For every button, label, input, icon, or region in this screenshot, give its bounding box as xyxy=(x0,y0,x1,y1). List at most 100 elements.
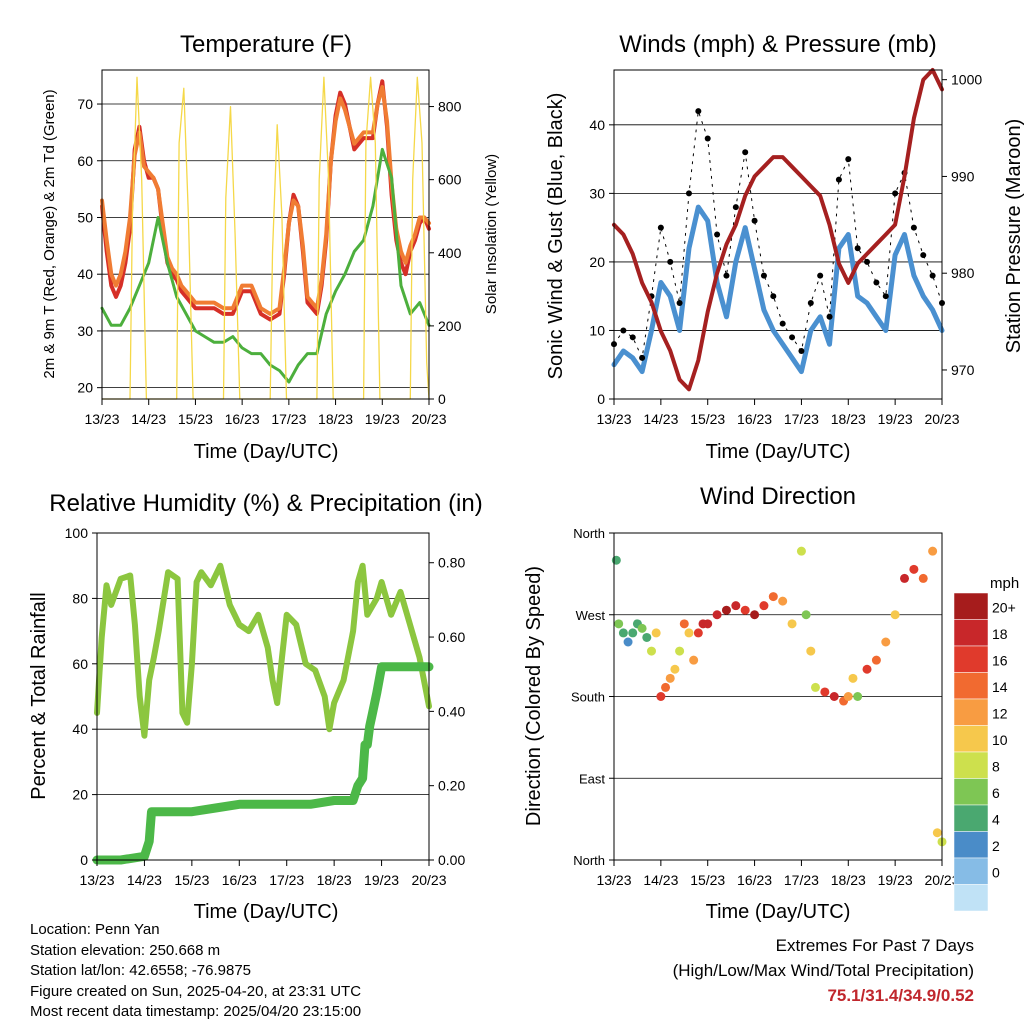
direction-point xyxy=(611,555,621,565)
colorbar-label: 6 xyxy=(992,785,1000,801)
x-tick-label: 14/23 xyxy=(643,872,678,888)
y-tick-label: North xyxy=(573,526,605,541)
humidity-xlabel: Time (Day/UTC) xyxy=(194,901,339,923)
direction-point xyxy=(932,828,942,838)
direction-point xyxy=(675,646,685,656)
direction-point xyxy=(881,637,891,647)
y-right-tick-label: 970 xyxy=(951,362,975,378)
direction-title: Wind Direction xyxy=(700,483,856,510)
y-tick-label: 10 xyxy=(589,322,605,338)
temperature-series xyxy=(100,76,431,400)
humidity-series xyxy=(92,562,434,865)
gust-point xyxy=(676,300,683,307)
colorbar-title: mph xyxy=(990,575,1019,592)
x-tick-label: 17/23 xyxy=(269,872,304,888)
y-right-tick-label: 0 xyxy=(438,391,446,407)
gust-point xyxy=(770,293,777,300)
y-tick-label: 30 xyxy=(77,323,93,339)
winds-xlabel: Time (Day/UTC) xyxy=(706,441,851,463)
extremes-subtitle: (High/Low/Max Wind/Total Precipitation) xyxy=(672,961,974,980)
direction-point xyxy=(871,655,881,665)
humidity-ylabel-left: Percent & Total Rainfall xyxy=(28,592,50,800)
station-location: Location: Penn Yan xyxy=(30,921,160,938)
direction-point xyxy=(778,596,788,606)
x-tick-label: 19/23 xyxy=(365,411,400,427)
x-tick-label: 17/23 xyxy=(271,411,306,427)
direction-point xyxy=(787,619,797,629)
station-info: Location: Penn Yan Station elevation: 25… xyxy=(30,920,361,1023)
colorbar-label: 20+ xyxy=(992,600,1016,616)
direction-point xyxy=(656,692,666,701)
gust-point xyxy=(826,313,833,320)
direction-point xyxy=(862,664,872,674)
series-line xyxy=(611,204,945,375)
direction-point xyxy=(614,619,624,629)
x-tick-label: 14/23 xyxy=(127,872,162,888)
x-tick-label: 16/23 xyxy=(737,411,772,427)
direction-point xyxy=(750,610,760,620)
y-right-tick-label: 0.60 xyxy=(438,629,465,645)
direction-point xyxy=(646,646,656,656)
series-line xyxy=(100,85,431,316)
x-tick-label: 20/23 xyxy=(924,872,959,888)
y-right-tick-label: 0.20 xyxy=(438,778,465,794)
humidity-ticks: 0 20 40 60 80 100 0.00 0.20 0.40 0.60 0.80 13/23 14/… xyxy=(65,525,466,888)
colorbar-swatch xyxy=(953,751,989,779)
y-tick-label: North xyxy=(573,853,605,868)
direction-point xyxy=(829,692,839,701)
x-tick-label: 18/23 xyxy=(317,872,352,888)
colorbar-label: 4 xyxy=(992,812,1000,828)
x-tick-label: 15/23 xyxy=(690,872,725,888)
colorbar-swatch xyxy=(953,672,989,700)
gust-point xyxy=(882,293,889,300)
gust-point xyxy=(817,272,824,279)
extremes-values: 75.1/31.4/34.9/0.52 xyxy=(827,986,974,1005)
gust-point xyxy=(835,176,842,183)
gust-point xyxy=(929,272,936,279)
y-tick-label: East xyxy=(579,771,605,786)
humidity-panel: Relative Humidity (%) & Precipitation (i… xyxy=(28,490,483,923)
x-tick-label: 18/23 xyxy=(831,411,866,427)
winds-ylabel-right: Station Pressure (Maroon) xyxy=(1003,119,1024,354)
colorbar-swatch xyxy=(953,857,989,885)
direction-point xyxy=(637,623,647,633)
direction-point xyxy=(721,605,731,615)
gust-point xyxy=(807,300,814,307)
y-tick-label: 20 xyxy=(72,787,88,803)
direction-point xyxy=(796,546,806,556)
gust-point xyxy=(789,334,796,341)
y-right-tick-label: 980 xyxy=(951,265,975,281)
y-right-tick-label: 200 xyxy=(438,318,462,334)
gust-point xyxy=(742,149,749,156)
gust-point xyxy=(845,156,852,163)
direction-point xyxy=(801,610,811,620)
direction-xlabel: Time (Day/UTC) xyxy=(706,901,851,923)
direction-point xyxy=(651,628,661,638)
direction-ticks: North East South West North 13/23 14/23 15/23 16… xyxy=(571,526,960,888)
direction-point xyxy=(703,619,713,629)
direction-point xyxy=(628,628,638,638)
y-right-tick-label: 400 xyxy=(438,245,462,261)
gust-point xyxy=(732,204,739,211)
station-latlon: Station lat/lon: 42.6558; -76.9875 xyxy=(30,962,252,979)
series-line xyxy=(613,110,943,359)
colorbar-swatch xyxy=(953,778,989,806)
station-elevation: Station elevation: 250.668 m xyxy=(30,941,221,959)
winds-ylabel-left: Sonic Wind & Gust (Blue, Black) xyxy=(545,93,567,380)
colorbar-swatch xyxy=(953,619,989,647)
series-line xyxy=(94,562,432,739)
direction-point xyxy=(642,632,652,642)
colorbar-swatch xyxy=(953,804,989,832)
direction-point xyxy=(623,637,633,647)
y-right-tick-label: 600 xyxy=(438,172,462,188)
direction-point xyxy=(679,619,689,629)
x-tick-label: 19/23 xyxy=(878,411,913,427)
y-right-tick-label: 0.80 xyxy=(438,555,465,571)
gust-point xyxy=(873,279,880,286)
direction-point xyxy=(768,592,778,602)
direction-point xyxy=(693,628,703,638)
gust-point xyxy=(798,348,805,355)
extremes-title: Extremes For Past 7 Days xyxy=(775,936,974,955)
extremes-box: Extremes For Past 7 Days (High/Low/Max W… xyxy=(673,933,974,1008)
colorbar-label: 0 xyxy=(992,865,1000,881)
